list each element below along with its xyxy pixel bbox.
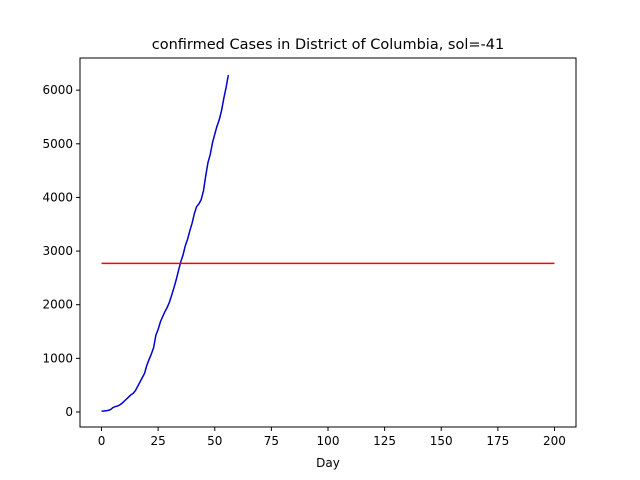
y-tick-label-3: 3000 <box>42 244 73 258</box>
x-tick-label-8: 200 <box>543 434 566 448</box>
x-tick-label-6: 150 <box>430 434 453 448</box>
y-tick-label-2: 2000 <box>42 298 73 312</box>
plot-area <box>101 75 555 412</box>
x-tick-label-5: 125 <box>373 434 396 448</box>
y-tick-label-4: 4000 <box>42 190 73 204</box>
x-tick-label-0: 0 <box>98 434 106 448</box>
x-tick-label-7: 175 <box>486 434 509 448</box>
x-tick-label-1: 25 <box>150 434 165 448</box>
x-tick-label-3: 75 <box>264 434 279 448</box>
series-line-0 <box>101 75 230 412</box>
x-axis-label: Day <box>316 456 340 470</box>
chart-title: confirmed Cases in District of Columbia,… <box>152 37 504 53</box>
x-tick-label-2: 50 <box>207 434 222 448</box>
y-tick-label-0: 0 <box>65 405 73 419</box>
y-tick-label-5: 5000 <box>42 137 73 151</box>
y-tick-label-1: 1000 <box>42 351 73 365</box>
y-tick-label-6: 6000 <box>42 83 73 97</box>
x-tick-label-4: 100 <box>317 434 340 448</box>
